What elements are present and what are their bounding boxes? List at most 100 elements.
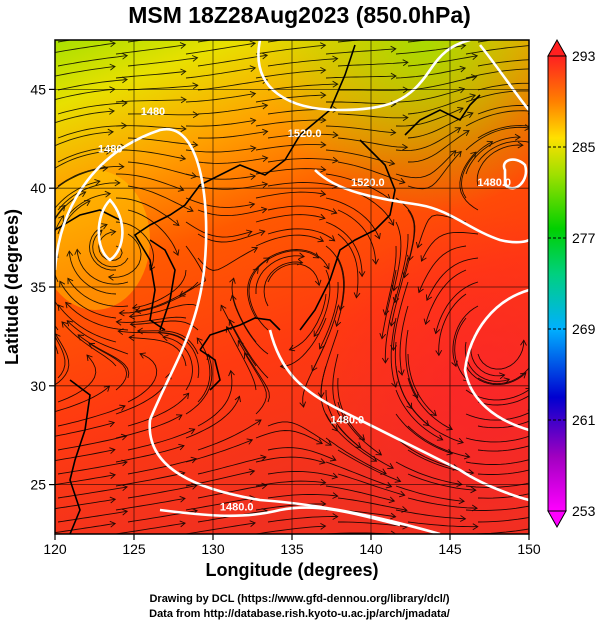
streamline — [267, 133, 338, 139]
streamline — [55, 131, 114, 147]
streamline — [395, 127, 461, 152]
streamline-arrow — [472, 31, 477, 37]
streamline-arrow — [390, 45, 397, 53]
streamline-arrow — [332, 80, 339, 88]
streamline-arrow — [192, 141, 199, 149]
credit-data: Data from http://database.rish.kyoto-u.a… — [149, 608, 450, 620]
streamline — [461, 141, 493, 199]
streamline-arrow — [136, 327, 143, 335]
streamline — [185, 221, 252, 238]
streamline-arrow — [332, 131, 339, 139]
streamline-arrow — [228, 369, 235, 377]
streamline-arrow — [109, 472, 116, 479]
streamline-arrow — [313, 330, 320, 338]
streamline-arrow — [317, 236, 325, 243]
streamline-arrow — [539, 126, 545, 132]
streamline-arrow — [177, 185, 185, 192]
colorbar-tick-label: 261 — [572, 412, 596, 428]
streamline-arrow — [180, 125, 187, 133]
lat-lon-grid — [55, 40, 529, 534]
streamline — [197, 247, 258, 271]
streamline — [337, 233, 359, 298]
streamline — [108, 233, 142, 278]
streamline — [267, 447, 336, 461]
credit-drawing: Drawing by DCL (https://www.gfd-dennou.o… — [149, 593, 450, 605]
streamline-arrow — [331, 472, 339, 480]
streamline-arrow — [66, 250, 74, 257]
streamline — [394, 234, 409, 303]
streamline — [418, 245, 467, 293]
streamline-arrow — [467, 469, 475, 476]
streamline-arrow — [469, 93, 477, 100]
streamline-arrow — [244, 352, 250, 359]
streamline — [57, 125, 127, 139]
streamline — [395, 67, 466, 79]
streamline-arrow — [316, 438, 323, 445]
streamline — [395, 389, 443, 441]
streamline — [302, 341, 327, 408]
streamline-arrow — [530, 42, 535, 48]
streamline-arrow — [262, 128, 269, 136]
streamline — [98, 231, 123, 261]
streamline — [325, 48, 396, 55]
streamline-arrow — [134, 307, 142, 314]
streamline-arrow — [394, 476, 402, 483]
streamline-arrow — [252, 267, 259, 274]
streamline-arrow — [260, 206, 268, 214]
streamline-arrow — [101, 223, 108, 230]
streamline — [395, 88, 465, 103]
streamline-arrow — [40, 226, 46, 232]
y-tick-label: 40 — [30, 180, 46, 196]
streamline — [127, 161, 197, 178]
streamline — [267, 158, 338, 163]
streamline — [185, 173, 256, 180]
streamline — [66, 320, 129, 355]
contour-label: 1480.0 — [220, 501, 254, 513]
streamline — [476, 144, 523, 187]
streamline-arrow — [190, 456, 198, 464]
streamline-arrow — [175, 414, 183, 421]
streamline-arrow — [229, 294, 237, 302]
streamline — [185, 119, 256, 127]
streamline — [115, 221, 154, 271]
streamline — [255, 503, 326, 511]
streamline-arrow — [101, 165, 109, 172]
streamline-arrow — [57, 304, 64, 311]
streamline-arrow — [180, 96, 187, 104]
streamline — [115, 472, 185, 487]
x-tick-label: 140 — [359, 541, 383, 557]
streamline — [115, 70, 186, 79]
streamline — [390, 317, 397, 388]
streamline-arrow — [471, 53, 479, 60]
streamline — [289, 293, 327, 351]
streamline-arrow — [390, 20, 395, 26]
streamline-arrow — [139, 352, 146, 359]
streamline-arrow — [109, 520, 117, 528]
streamline-arrow — [337, 415, 344, 423]
streamline-arrow — [320, 165, 327, 173]
streamline-arrow — [248, 201, 256, 209]
streamline-arrow — [420, 255, 427, 262]
streamline — [407, 55, 478, 67]
colorbar-tick-label: 285 — [572, 139, 596, 155]
streamline — [57, 354, 97, 403]
colorbar-tick-label: 269 — [572, 321, 596, 337]
streamline — [55, 42, 116, 53]
streamline — [55, 385, 110, 413]
streamline — [267, 471, 338, 478]
streamline-arrow — [234, 395, 241, 403]
streamline-arrow — [180, 18, 185, 24]
streamline-arrow — [423, 318, 431, 326]
streamline-arrow — [107, 273, 115, 281]
streamline-arrow — [250, 17, 255, 23]
streamline — [127, 353, 158, 403]
streamline — [255, 119, 326, 127]
streamline — [407, 94, 476, 115]
streamline-arrow — [390, 129, 397, 136]
streamline-arrow — [67, 277, 74, 285]
colorbar-tick-label: 253 — [572, 503, 596, 519]
streamline — [325, 125, 396, 134]
streamline-arrow — [187, 206, 194, 213]
streamline-arrow — [263, 257, 270, 264]
streamline — [477, 340, 525, 370]
